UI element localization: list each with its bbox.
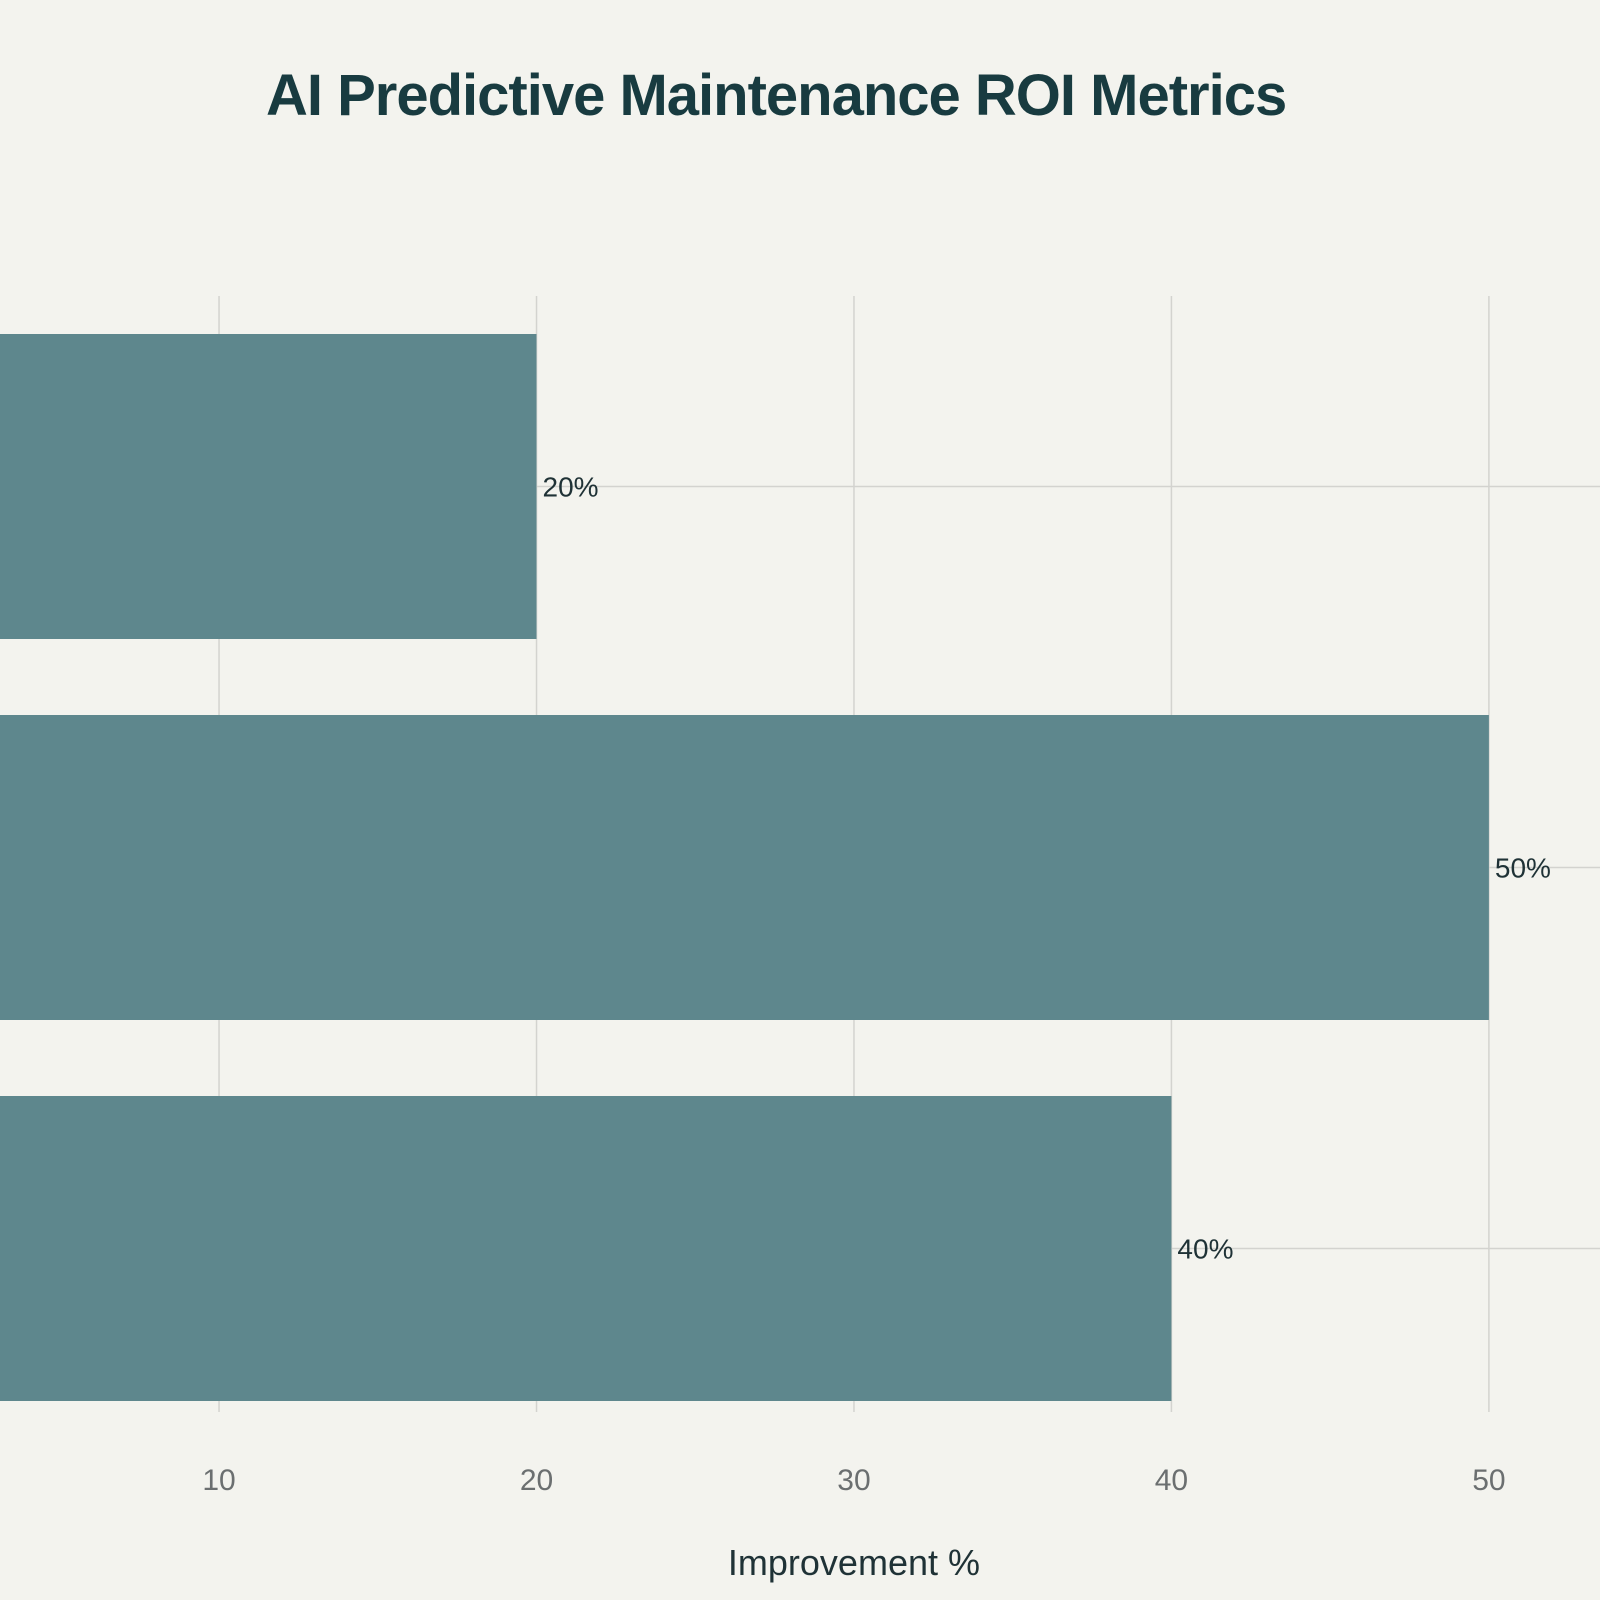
x-tick-label-40: 40: [1155, 1464, 1188, 1497]
data-label-2: 40%: [1177, 1234, 1233, 1265]
bar-0: [0, 334, 537, 639]
x-tick-label-20: 20: [520, 1464, 553, 1497]
data-label-1: 50%: [1495, 853, 1551, 884]
x-axis-title: Improvement %: [728, 1542, 980, 1583]
bar-1: [0, 715, 1489, 1020]
x-tick-label-10: 10: [202, 1464, 235, 1497]
x-tick-label-30: 30: [837, 1464, 870, 1497]
x-tick-label-50: 50: [1472, 1464, 1505, 1497]
data-label-0: 20%: [543, 472, 599, 503]
bar-2: [0, 1096, 1172, 1401]
chart-title: AI Predictive Maintenance ROI Metrics: [266, 63, 1287, 128]
